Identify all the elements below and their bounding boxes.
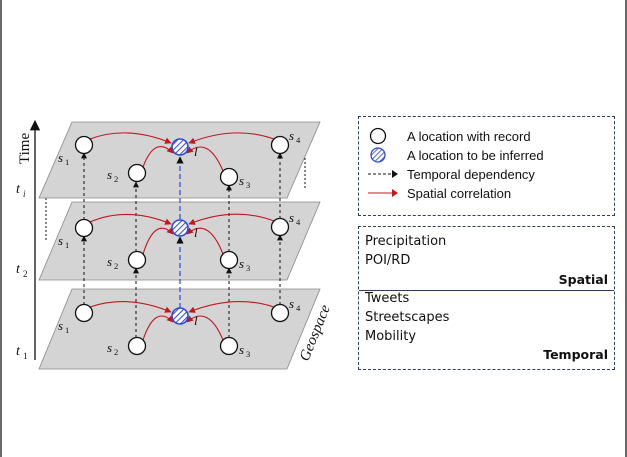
record-location-node [74, 135, 94, 155]
record-location-node [270, 135, 290, 155]
inferred-location-node [171, 307, 189, 325]
node-label-subscript: 2 [114, 347, 118, 357]
node-label: l [194, 144, 198, 159]
record-location-node [219, 167, 239, 187]
feature-temporal-item-2: Mobility [365, 329, 417, 344]
legend-label-record: A location with record [407, 128, 531, 144]
node-label-subscript: 3 [246, 180, 250, 190]
inferred-location-node [171, 138, 189, 156]
feature-divider [359, 290, 614, 291]
node-label-subscript: 3 [246, 263, 250, 273]
legend-item-temporal: Temporal dependency [365, 165, 535, 183]
node-label-subscript: 2 [114, 174, 118, 184]
plane-t1 [38, 288, 321, 370]
node-label: s [239, 256, 244, 271]
record-location-node [219, 336, 239, 356]
inferred-location-node [171, 219, 189, 237]
legend-item-record: A location with record [365, 127, 531, 145]
node-label-subscript: 4 [296, 135, 301, 145]
legend-label-inferred: A location to be inferred [407, 147, 544, 163]
node-label: l [194, 313, 198, 328]
svg-text:1: 1 [23, 351, 28, 361]
feature-temporal-item-0: Tweets [365, 291, 410, 306]
time-tick-t1: t 1 [16, 344, 28, 361]
spatial-correlation-arrow [89, 132, 172, 144]
node-label: s [289, 210, 294, 225]
dashed-arrow-icon [365, 165, 399, 183]
spatial-correlation-arrow [89, 213, 172, 225]
record-location-node [127, 250, 147, 270]
node-label-subscript: 1 [65, 325, 69, 335]
record-location-node [219, 250, 239, 270]
spatial-correlation-arrow [186, 227, 224, 255]
legend-label-spatial: Spatial correlation [407, 185, 512, 201]
time-axis-label: Time [17, 133, 33, 164]
spatial-correlation-arrow [186, 146, 224, 172]
node-label-subscript: 2 [114, 261, 118, 271]
spatial-correlation-arrow [89, 301, 172, 313]
node-label-subscript: 4 [296, 217, 301, 227]
svg-text:t: t [16, 262, 21, 277]
node-label: s [289, 296, 294, 311]
node-label: s [239, 173, 244, 188]
svg-text:i: i [23, 189, 26, 199]
legend: A location with record A location to be … [358, 116, 615, 216]
legend-label-temporal: Temporal dependency [407, 166, 535, 182]
feature-spatial-item-0: Precipitation [365, 234, 447, 249]
hatched-circle-icon [365, 146, 399, 164]
spatial-correlation-arrow [188, 132, 275, 144]
node-label: s [107, 340, 112, 355]
node-label: s [107, 167, 112, 182]
node-label: l [194, 225, 198, 240]
circle-icon [365, 127, 399, 145]
spatial-correlation-arrow [142, 227, 174, 255]
record-location-node [270, 217, 290, 237]
feature-spatial-item-1: POI/RD [365, 253, 411, 268]
node-label: s [107, 254, 112, 269]
record-location-node [270, 303, 290, 323]
svg-text:t: t [16, 182, 21, 197]
feature-temporal-item-1: Streetscapes [365, 310, 450, 325]
time-tick-ti: t i [16, 182, 26, 199]
feature-box: Precipitation POI/RD Spatial Tweets Stre… [358, 226, 615, 370]
spatial-correlation-arrow [142, 315, 174, 341]
red-arrow-icon [365, 184, 399, 202]
spatiotemporal-diagram: Time t i t 2 t 1 s 1s 2ls 3s 4s 1s 2ls 3s 4s 1s 2l… [16, 119, 334, 370]
time-tick-t2: t 2 [16, 262, 28, 279]
record-location-node [127, 336, 147, 356]
legend-item-inferred: A location to be inferred [365, 146, 544, 164]
svg-text:2: 2 [23, 269, 28, 279]
node-label-subscript: 3 [246, 349, 250, 359]
node-label: s [239, 342, 244, 357]
record-location-node [74, 218, 94, 238]
feature-spatial-heading: Spatial [558, 272, 608, 287]
node-label: s [58, 233, 63, 248]
record-location-node [74, 303, 94, 323]
record-location-node [127, 163, 147, 183]
svg-text:t: t [16, 344, 21, 359]
feature-temporal-heading: Temporal [543, 347, 608, 362]
spatial-correlation-arrow [188, 213, 275, 225]
legend-item-spatial: Spatial correlation [365, 184, 511, 202]
spatial-correlation-arrow [188, 301, 275, 313]
node-label: s [58, 150, 63, 165]
node-label-subscript: 4 [296, 303, 301, 313]
node-label: s [289, 128, 294, 143]
spatial-correlation-arrow [186, 315, 224, 341]
spatial-correlation-arrow [142, 145, 174, 168]
node-label-subscript: 1 [65, 240, 69, 250]
node-label: s [58, 318, 63, 333]
node-label-subscript: 1 [65, 157, 69, 167]
